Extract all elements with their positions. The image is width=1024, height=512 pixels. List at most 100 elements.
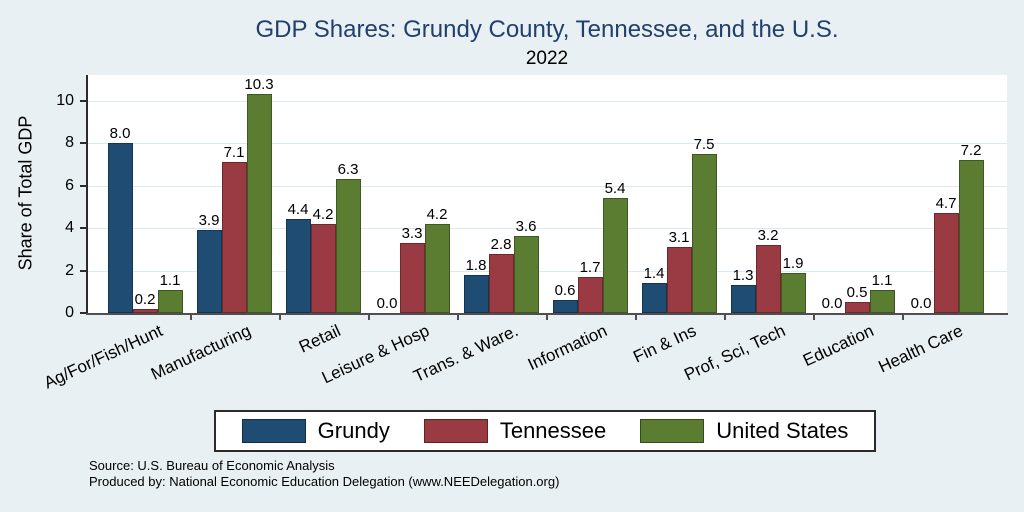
bar-value-label: 3.2	[757, 227, 779, 244]
bar-value-label: 3.6	[515, 218, 537, 235]
bar-value-label: 4.4	[287, 201, 309, 218]
bar	[424, 224, 450, 313]
x-axis-tick	[367, 315, 370, 320]
bar-value-label: 3.3	[401, 225, 423, 242]
bar-value-label: 4.2	[312, 206, 334, 223]
bar-value-label: 0.2	[134, 291, 156, 308]
y-axis-title: Share of Total GDP	[15, 115, 36, 271]
bar-value-label: 7.5	[693, 136, 715, 153]
legend-swatch-icon	[423, 419, 488, 443]
bar	[958, 160, 984, 313]
bar-value-label: 4.7	[935, 195, 957, 212]
y-tick-label: 6	[65, 177, 74, 194]
x-category-label: Ag/For/Fish/Hunt	[40, 321, 166, 393]
chart-subtitle: 2022	[525, 48, 569, 69]
bar	[107, 143, 133, 313]
bar	[602, 198, 628, 313]
bar	[335, 179, 361, 313]
legend-label: United States	[716, 418, 849, 443]
x-category-label: Prof, Sci, Tech	[680, 321, 789, 385]
legend-swatch-icon	[640, 419, 705, 443]
bar	[488, 254, 514, 313]
x-category-label: Information	[524, 321, 611, 375]
x-axis-tick	[456, 315, 459, 320]
bar	[399, 243, 425, 313]
bar-value-label: 1.3	[732, 267, 754, 284]
bar	[844, 302, 870, 313]
bar-value-label: 8.0	[109, 125, 131, 142]
x-axis-tick	[901, 315, 904, 320]
y-axis-tick	[80, 270, 87, 272]
gridline	[87, 228, 1007, 229]
bar-value-label: 7.1	[223, 144, 245, 161]
bar	[780, 273, 806, 313]
source-note: Source: U.S. Bureau of Economic Analysis	[89, 458, 335, 473]
bar-value-label: 4.2	[426, 206, 448, 223]
bar-value-label: 1.1	[159, 272, 181, 289]
y-axis-tick	[80, 227, 87, 229]
bar	[577, 277, 603, 313]
bar	[869, 290, 895, 313]
gridline	[87, 143, 1007, 144]
y-tick-label: 8	[65, 134, 74, 151]
bar-value-label: 1.4	[643, 265, 665, 282]
x-category-label: Manufacturing	[148, 321, 255, 384]
bar-value-label: 3.1	[668, 229, 690, 246]
bar	[310, 224, 336, 313]
y-axis-tick	[80, 185, 87, 187]
legend-item: Grundy	[241, 418, 390, 444]
x-axis-tick	[545, 315, 548, 320]
bar	[463, 275, 489, 313]
bar	[691, 154, 717, 313]
bar	[552, 300, 578, 313]
bar-value-label: 6.3	[337, 161, 359, 178]
y-axis-tick	[80, 142, 87, 144]
produced-by-note: Produced by: National Economic Education…	[89, 474, 560, 489]
bar	[285, 219, 311, 313]
bar-value-label: 0.6	[554, 282, 576, 299]
y-tick-label: 4	[65, 219, 74, 236]
y-axis-tick	[80, 312, 87, 314]
bar-value-label: 1.9	[782, 255, 804, 272]
bar	[730, 285, 756, 313]
x-axis-tick	[723, 315, 726, 320]
x-axis-tick	[278, 315, 281, 320]
y-axis-tick	[80, 100, 87, 102]
x-axis-line	[86, 313, 1008, 315]
legend-item: United States	[640, 418, 848, 444]
x-category-label: Health Care	[875, 321, 967, 377]
legend-label: Tennessee	[499, 418, 607, 443]
bar	[246, 94, 272, 313]
bar	[157, 290, 183, 313]
legend: Grundy Tennessee United States	[214, 410, 876, 452]
bar-value-label: 0.5	[846, 284, 868, 301]
bar	[132, 309, 158, 313]
chart-title: GDP Shares: Grundy County, Tennessee, an…	[255, 16, 839, 43]
bar-value-label: 5.4	[604, 180, 626, 197]
bar-value-label: 0.0	[821, 295, 843, 312]
bar	[196, 230, 222, 313]
gridline	[87, 101, 1007, 102]
y-tick-label: 2	[65, 262, 74, 279]
bar	[221, 162, 247, 313]
gridline	[87, 271, 1007, 272]
x-axis-tick	[812, 315, 815, 320]
bar-value-label: 7.2	[960, 142, 982, 159]
legend-item: Tennessee	[423, 418, 607, 444]
x-category-label: Education	[800, 321, 878, 371]
bar-value-label: 10.3	[244, 76, 274, 93]
bar-value-label: 0.0	[376, 295, 398, 312]
legend-swatch-icon	[241, 419, 306, 443]
bar	[755, 245, 781, 313]
y-axis-line	[86, 75, 88, 314]
y-tick-label: 0	[65, 304, 74, 321]
bar	[666, 247, 692, 313]
y-tick-label: 10	[56, 92, 74, 109]
x-category-label: Retail	[295, 321, 344, 357]
bar-value-label: 1.1	[871, 272, 893, 289]
bar-value-label: 1.8	[465, 257, 487, 274]
bar-value-label: 2.8	[490, 236, 512, 253]
bar-value-label: 0.0	[910, 295, 932, 312]
legend-label: Grundy	[317, 418, 390, 443]
